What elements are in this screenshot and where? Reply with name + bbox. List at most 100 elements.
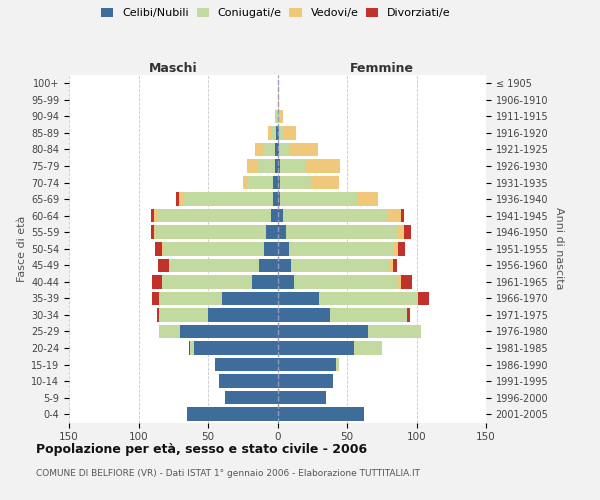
Bar xyxy=(389,258,393,272)
Bar xyxy=(277,176,280,190)
Bar xyxy=(277,159,280,173)
Bar xyxy=(311,176,338,190)
Bar xyxy=(277,275,294,288)
Bar xyxy=(277,93,279,106)
Bar xyxy=(393,258,397,272)
Bar xyxy=(398,242,406,256)
Bar xyxy=(393,242,398,256)
Bar xyxy=(279,110,283,123)
Bar xyxy=(283,209,388,222)
Bar xyxy=(190,342,194,355)
Bar xyxy=(388,209,401,222)
Y-axis label: Anni di nascita: Anni di nascita xyxy=(554,208,564,290)
Bar xyxy=(401,209,404,222)
Bar xyxy=(248,176,274,190)
Bar xyxy=(277,292,319,305)
Bar xyxy=(157,308,160,322)
Bar xyxy=(284,126,296,140)
Bar xyxy=(255,142,263,156)
Bar xyxy=(277,110,279,123)
Bar xyxy=(160,292,222,305)
Bar xyxy=(277,209,283,222)
Bar xyxy=(162,275,253,288)
Bar xyxy=(151,226,154,239)
Bar xyxy=(259,258,277,272)
Bar xyxy=(180,324,277,338)
Bar xyxy=(253,275,277,288)
Bar xyxy=(398,275,401,288)
Bar xyxy=(154,209,157,222)
Y-axis label: Fasce di età: Fasce di età xyxy=(17,216,27,282)
Bar xyxy=(179,192,183,206)
Bar xyxy=(416,292,418,305)
Bar xyxy=(160,324,180,338)
Bar xyxy=(187,408,277,421)
Text: Femmine: Femmine xyxy=(350,62,414,75)
Bar xyxy=(274,176,277,190)
Bar xyxy=(279,142,290,156)
Bar xyxy=(292,258,389,272)
Bar xyxy=(331,308,407,322)
Bar xyxy=(280,159,305,173)
Bar xyxy=(152,275,162,288)
Bar xyxy=(305,159,340,173)
Bar xyxy=(271,209,277,222)
Legend: Celibi/Nubili, Coniugati/e, Vedovi/e, Divorziati/e: Celibi/Nubili, Coniugati/e, Vedovi/e, Di… xyxy=(99,6,453,20)
Bar xyxy=(277,126,279,140)
Bar xyxy=(155,242,162,256)
Bar xyxy=(155,226,266,239)
Bar xyxy=(357,192,377,206)
Bar xyxy=(277,258,292,272)
Bar xyxy=(276,126,277,140)
Bar xyxy=(277,342,354,355)
Bar xyxy=(280,176,311,190)
Bar xyxy=(160,308,208,322)
Bar xyxy=(289,242,393,256)
Bar xyxy=(164,242,263,256)
Bar xyxy=(158,258,169,272)
Bar xyxy=(215,358,277,372)
Bar xyxy=(277,192,280,206)
Text: Maschi: Maschi xyxy=(149,62,197,75)
Bar xyxy=(222,292,277,305)
Bar xyxy=(277,226,286,239)
Bar xyxy=(277,308,331,322)
Bar xyxy=(266,226,277,239)
Bar xyxy=(243,176,248,190)
Bar xyxy=(272,126,276,140)
Bar xyxy=(277,391,326,404)
Text: COMUNE DI BELFIORE (VR) - Dati ISTAT 1° gennaio 2006 - Elaborazione TUTTITALIA.I: COMUNE DI BELFIORE (VR) - Dati ISTAT 1° … xyxy=(36,468,420,477)
Bar xyxy=(336,358,338,372)
Bar xyxy=(169,258,259,272)
Bar xyxy=(397,226,404,239)
Bar xyxy=(401,275,412,288)
Bar xyxy=(275,159,277,173)
Bar xyxy=(277,358,336,372)
Bar xyxy=(275,110,276,123)
Bar xyxy=(183,192,274,206)
Bar xyxy=(224,391,277,404)
Bar xyxy=(258,159,275,173)
Text: Popolazione per età, sesso e stato civile - 2006: Popolazione per età, sesso e stato civil… xyxy=(36,442,367,456)
Bar xyxy=(274,192,277,206)
Bar xyxy=(404,226,411,239)
Bar xyxy=(154,226,155,239)
Bar xyxy=(368,324,421,338)
Bar xyxy=(407,308,410,322)
Bar xyxy=(354,342,382,355)
Bar xyxy=(279,126,284,140)
Bar xyxy=(263,142,275,156)
Bar xyxy=(319,292,416,305)
Bar xyxy=(294,275,398,288)
Bar xyxy=(277,142,279,156)
Bar xyxy=(275,142,277,156)
Bar xyxy=(418,292,429,305)
Bar xyxy=(286,226,397,239)
Bar xyxy=(277,242,289,256)
Bar xyxy=(194,342,277,355)
Bar xyxy=(162,242,164,256)
Bar xyxy=(151,209,154,222)
Bar xyxy=(263,242,277,256)
Bar xyxy=(290,142,318,156)
Bar xyxy=(277,408,364,421)
